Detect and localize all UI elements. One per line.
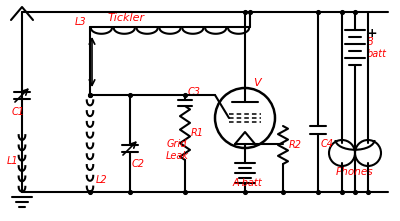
Text: C4: C4 — [321, 139, 334, 149]
Text: C2: C2 — [132, 159, 145, 169]
Text: B
batt: B batt — [367, 37, 387, 59]
Text: Phones: Phones — [336, 167, 374, 177]
Text: Grid
Leak: Grid Leak — [166, 139, 188, 161]
Text: L1: L1 — [6, 156, 18, 166]
Text: L3: L3 — [74, 17, 86, 27]
Text: +: + — [367, 27, 378, 40]
Text: Tickler: Tickler — [108, 13, 145, 23]
Text: R1: R1 — [191, 128, 204, 138]
Text: C3: C3 — [188, 87, 201, 97]
Text: R2: R2 — [289, 140, 302, 150]
Text: L2: L2 — [96, 175, 108, 185]
Text: C1: C1 — [12, 107, 24, 117]
Text: A batt: A batt — [232, 178, 262, 188]
Text: V: V — [253, 78, 261, 88]
